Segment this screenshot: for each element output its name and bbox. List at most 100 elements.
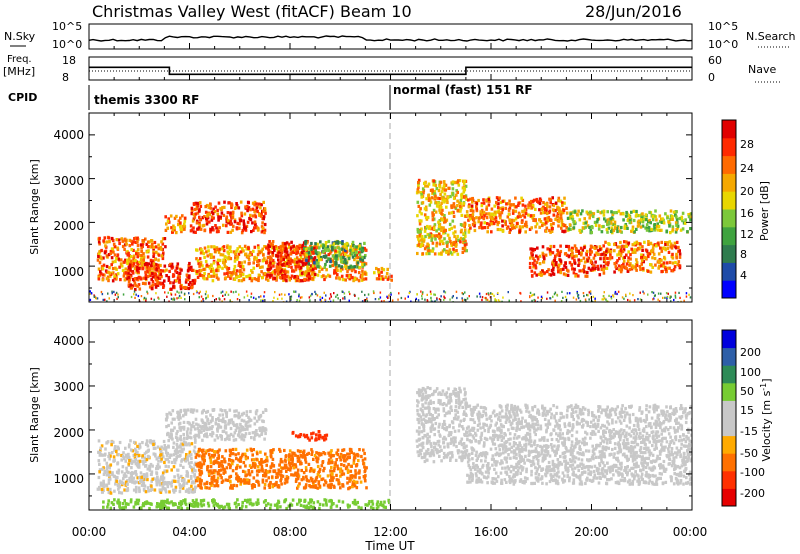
power-cell [551, 251, 555, 255]
power-cell [554, 291, 557, 294]
power-cell [633, 230, 636, 234]
power-cell [425, 197, 428, 201]
power-cell [314, 249, 317, 253]
power-cell [286, 253, 290, 257]
velocity-cell [335, 458, 338, 462]
power-cell [244, 228, 248, 232]
velocity-cell [296, 468, 300, 472]
power-cell [171, 230, 175, 234]
power-cell [589, 245, 593, 249]
power-cell [167, 217, 170, 221]
velocity-cell [294, 479, 298, 483]
velocity-cell [339, 452, 343, 456]
power-cell [543, 217, 547, 221]
power-cell [551, 227, 554, 231]
velocity-cell [187, 490, 191, 494]
power-cell [199, 269, 203, 273]
power-cell [167, 275, 171, 280]
velocity-cell [209, 465, 213, 469]
power-cell [295, 256, 299, 260]
power-cell [170, 262, 174, 266]
power-cell [263, 207, 267, 211]
velocity-cell [308, 469, 312, 473]
power-cell [146, 255, 150, 259]
power-cell [275, 253, 278, 258]
power-cell [129, 259, 133, 263]
velocity-cell [328, 483, 331, 487]
velocity-cell [245, 473, 248, 477]
power-cell [185, 286, 188, 290]
power-cell [416, 200, 420, 204]
power-cell [677, 260, 681, 264]
velocity-cell [211, 481, 214, 486]
power-cell [313, 256, 317, 260]
power-ytick-2000: 2000 [53, 219, 84, 233]
power-cell [438, 185, 442, 189]
power-cell [534, 225, 537, 229]
noise-tick-bottom-left: 10^0 [52, 38, 82, 51]
power-cell [223, 255, 227, 259]
power-cell [260, 295, 262, 298]
power-cell [312, 259, 316, 263]
velocity-cell [205, 480, 209, 484]
velocity-cell [109, 454, 112, 458]
power-cell [263, 291, 266, 294]
power-cell [154, 273, 158, 277]
velocity-cell [129, 458, 133, 462]
power-cell [497, 198, 500, 202]
power-cell [480, 202, 484, 206]
power-cell [417, 186, 420, 190]
velocity-cell [209, 482, 212, 486]
velocity-cell [208, 448, 212, 452]
power-cell [201, 216, 205, 220]
power-cell [562, 272, 566, 276]
velocity-cell [148, 468, 152, 472]
power-cell [471, 209, 475, 213]
power-cell [606, 218, 609, 222]
power-cell [631, 225, 635, 229]
power-cell [564, 295, 567, 298]
velocity-cell [121, 465, 125, 469]
power-cell [543, 209, 547, 213]
power-cell [456, 199, 459, 203]
power-cell [246, 200, 250, 204]
velocity-cell [209, 458, 212, 462]
power-cell [445, 244, 449, 248]
power-cell [142, 276, 146, 280]
velocity-cell [294, 434, 298, 438]
power-cell [346, 254, 350, 258]
power-cell [209, 202, 212, 206]
power-cell [137, 251, 140, 256]
power-cell [521, 225, 525, 229]
power-cell [333, 246, 337, 250]
velocity-cell [134, 485, 138, 489]
power-cell [295, 276, 298, 280]
velocity-cell [263, 471, 266, 475]
velocity-cell [146, 444, 150, 448]
power-cell [553, 293, 556, 296]
power-cell [355, 256, 358, 260]
velocity-cell [363, 470, 367, 474]
power-cell [607, 222, 611, 226]
power-cell [515, 221, 519, 225]
power-cell [310, 241, 313, 246]
power-cell [150, 267, 154, 271]
velocity-cell [342, 448, 346, 452]
power-cell [242, 278, 246, 282]
power-cell [269, 272, 272, 276]
power-cell [222, 223, 225, 227]
power-cell [105, 264, 109, 269]
power-cell [134, 283, 137, 287]
power-cell [554, 254, 557, 258]
power-cell [501, 208, 504, 212]
power-cell [542, 255, 545, 259]
power-cell [485, 292, 488, 296]
power-cell [157, 274, 160, 278]
power-cell [493, 204, 496, 208]
power-cell [223, 264, 227, 269]
velocity-cell [346, 481, 349, 485]
power-cell [123, 278, 127, 282]
power-cell [142, 252, 145, 256]
velocity-cell [363, 465, 366, 469]
velocity-cell [308, 438, 311, 442]
